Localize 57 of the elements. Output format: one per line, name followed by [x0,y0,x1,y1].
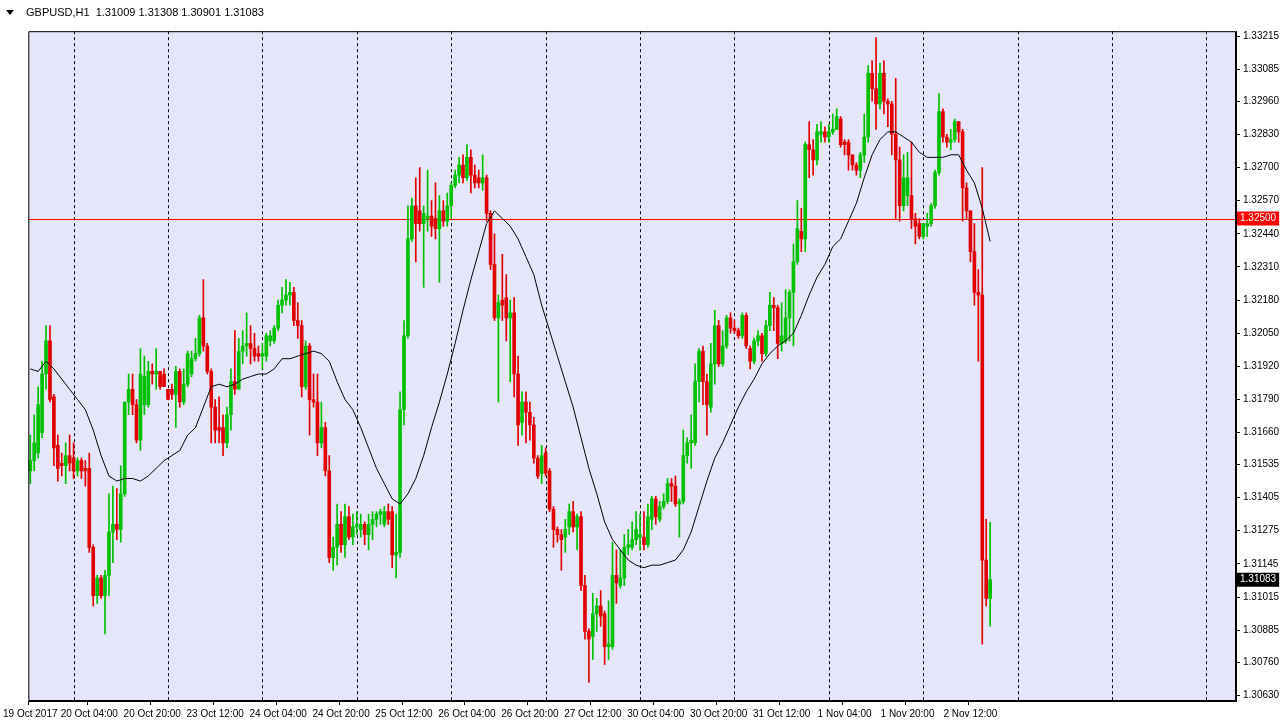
y-tick-label: 1.30630 [1243,688,1280,700]
candlestick [480,154,485,191]
y-tick-label: 1.33085 [1243,63,1280,75]
ref-line-label: 1.32500 [1240,212,1277,224]
x-tick-label: 2 Nov 12:00 [943,707,998,719]
y-tick-label: 1.31405 [1243,491,1280,503]
x-tick-label: 30 Oct 04:00 [627,707,685,719]
candlestick [988,522,992,627]
x-tick-label: 20 Oct 04:00 [60,707,119,719]
y-tick-label: 1.32440 [1243,227,1280,239]
y-tick-label: 1.32960 [1243,95,1280,107]
candlestick [288,281,292,306]
x-tick-label: 1 Nov 04:00 [817,707,872,719]
y-tick-label: 1.31275 [1243,524,1280,536]
y-tick-label: 1.30760 [1243,655,1280,667]
y-tick-label: 1.33215 [1243,30,1280,42]
x-tick-label: 23 Oct 12:00 [186,707,245,719]
candlestick [508,299,513,382]
candlestick [417,167,422,232]
y-tick-label: 1.32830 [1243,128,1280,140]
x-tick-label: 19 Oct 2017 [3,707,58,719]
y-tick-label: 1.31145 [1243,557,1279,569]
candlestick [642,511,646,551]
text: 1.31083 [1240,573,1277,585]
y-tick-label: 1.31015 [1243,590,1280,602]
candlestick [233,330,237,395]
x-tick-label: 24 Oct 04:00 [249,707,308,719]
y-tick-label: 1.31790 [1243,393,1280,405]
x-tick-label: 1 Nov 20:00 [880,707,935,719]
candlestick [154,348,158,390]
y-tick-label: 1.31660 [1243,426,1280,438]
x-tick-label: 25 Oct 12:00 [375,707,434,719]
x-tick-label: 30 Oct 20:00 [690,707,748,719]
candlestick [150,363,155,385]
x-tick-label: 26 Oct 20:00 [501,707,559,719]
candlestick [638,513,642,551]
candlestick [217,396,221,444]
y-tick-label: 1.32180 [1243,293,1280,305]
candlestick [799,208,804,252]
chart-title: GBPUSD,H1 1.31009 1.31308 1.30901 1.31083 [26,5,264,18]
y-tick-label: 1.31535 [1243,458,1280,470]
y-tick-label: 1.31920 [1243,360,1280,372]
candlestick [893,78,898,219]
x-tick-label: 24 Oct 20:00 [312,707,371,719]
x-tick-label: 20 Oct 20:00 [123,707,182,719]
candlestick [63,442,68,484]
y-tick-label: 1.32310 [1243,260,1280,272]
candlestick [524,391,528,444]
y-tick-label: 1.32050 [1243,326,1280,338]
x-tick-label: 26 Oct 04:00 [438,707,496,719]
y-tick-label: 1.32570 [1243,194,1280,206]
y-tick-label: 1.32700 [1243,161,1280,173]
y-tick-label: 1.30885 [1243,623,1280,635]
candlestick [874,37,878,130]
x-tick-label: 31 Oct 12:00 [753,707,811,719]
candlestick [115,488,119,540]
x-tick-label: 27 Oct 12:00 [564,707,622,719]
